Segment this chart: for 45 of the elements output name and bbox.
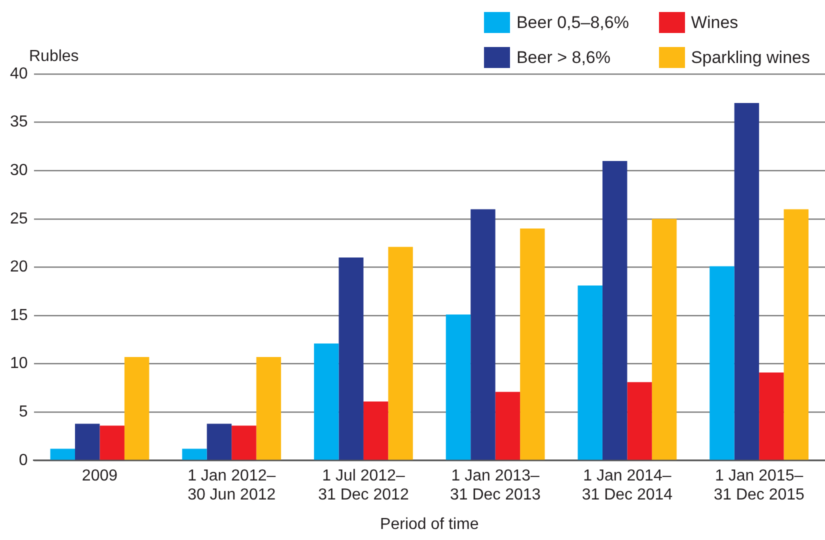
y-tick-label: 40 <box>10 65 28 82</box>
x-tick-label: 2009 <box>82 467 118 484</box>
bar <box>734 102 760 460</box>
bar <box>710 266 734 460</box>
bar <box>627 382 652 460</box>
y-tick-label: 25 <box>10 210 28 228</box>
bar <box>124 357 150 460</box>
bar <box>470 209 496 460</box>
y-tick-label: 5 <box>18 404 28 421</box>
legend-label: Beer 0,5–8,6% <box>516 12 629 32</box>
bar <box>256 357 282 460</box>
bar <box>314 344 339 460</box>
y-tick-label: 0 <box>18 452 28 469</box>
bar <box>759 372 784 460</box>
y-tick-label: 30 <box>10 162 28 180</box>
bar <box>388 246 413 460</box>
bar <box>232 426 256 460</box>
bar <box>578 286 602 460</box>
x-tick-label: 1 Jan 2015– 31 Dec 2015 <box>714 467 805 504</box>
bar <box>520 228 545 460</box>
bar <box>75 424 100 460</box>
x-axis-title: Period of time <box>380 516 479 533</box>
y-tick-label: 10 <box>10 355 28 372</box>
x-tick-label: 1 Jan 2014– 31 Dec 2014 <box>582 467 673 504</box>
bar <box>50 448 76 460</box>
bar <box>652 218 677 460</box>
y-tick-label: 15 <box>10 306 28 324</box>
bar <box>338 258 364 460</box>
legend-label: Wines <box>690 12 738 32</box>
bar <box>363 401 388 460</box>
bar <box>206 424 232 460</box>
x-tick-label: 1 Jan 2013– 31 Dec 2013 <box>450 467 541 504</box>
y-axis-title: Rubles <box>29 48 79 66</box>
bar <box>495 392 520 460</box>
bar <box>446 314 471 460</box>
x-tick-label: 1 Jan 2012– 30 Jun 2012 <box>188 467 276 504</box>
bar <box>182 448 207 460</box>
y-tick-label: 35 <box>10 114 28 131</box>
bar <box>100 426 124 460</box>
bar <box>784 209 809 460</box>
y-tick-label: 20 <box>10 258 28 276</box>
legend-label: Sparkling wines <box>690 48 810 68</box>
legend-label: Beer > 8,6% <box>516 48 610 68</box>
bar <box>602 160 628 460</box>
x-tick-label: 1 Jul 2012– 31 Dec 2012 <box>318 467 409 504</box>
